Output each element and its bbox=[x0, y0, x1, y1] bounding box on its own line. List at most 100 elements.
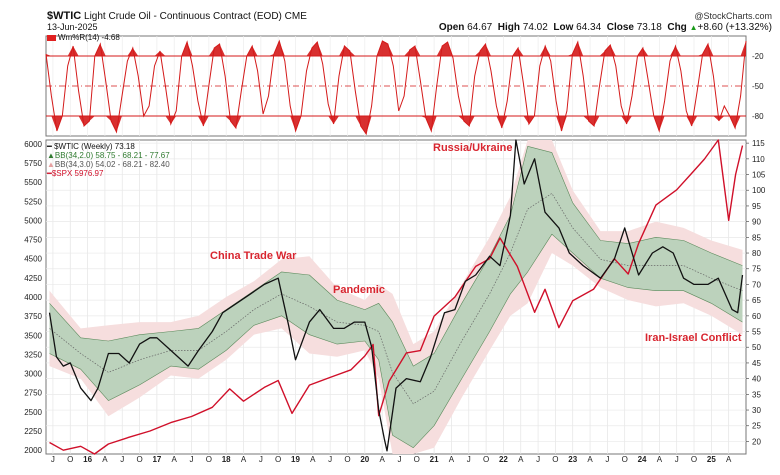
x-tick-label: 18 bbox=[222, 455, 231, 464]
x-tick-label: 23 bbox=[568, 455, 577, 464]
right-axis: 20 25 30 35 40 45 50 55 60 65 70 75 80 85 90 95 100 105 11… bbox=[746, 139, 766, 446]
y-left-tick-label: 2500 bbox=[24, 408, 42, 417]
legend-spx-label: $SPX 5976.97 bbox=[51, 169, 104, 178]
x-tick-label: O bbox=[414, 455, 420, 464]
y-left-tick-label: 3000 bbox=[24, 370, 42, 379]
annotation-china-trade-war: China Trade War bbox=[210, 250, 297, 262]
y-left-tick-label: 6000 bbox=[24, 140, 42, 149]
bb-upper-line bbox=[49, 146, 743, 367]
x-tick-label: O bbox=[136, 455, 142, 464]
chart-legend: ━ $WTIC (Weekly) 73.18 ▲BB(34,2.0) 58.75… bbox=[47, 142, 170, 178]
x-tick-label: 25 bbox=[707, 455, 716, 464]
y-right-tick-label: 25 bbox=[752, 422, 761, 431]
y-right-tick-label: 75 bbox=[752, 265, 761, 274]
x-tick-label: O bbox=[622, 455, 628, 464]
wtic-line bbox=[48, 139, 744, 452]
left-axis: 2000 2250 2500 2750 3000 3250 3500 3750 4000 4250… bbox=[24, 140, 42, 455]
x-tick-label: A bbox=[172, 455, 178, 464]
indicator-tick-label: -20 bbox=[752, 52, 764, 61]
x-tick-label: 19 bbox=[291, 455, 300, 464]
chg-value: +8.60 (+13.32%) bbox=[697, 22, 773, 33]
bb-inner-fill bbox=[49, 146, 743, 448]
y-left-tick-label: 4500 bbox=[24, 255, 42, 264]
y-left-tick-label: 3250 bbox=[24, 350, 42, 359]
y-right-tick-label: 30 bbox=[752, 406, 761, 415]
x-tick-label: O bbox=[552, 455, 558, 464]
legend-wtic: ━ $WTIC (Weekly) 73.18 bbox=[47, 142, 135, 151]
y-right-tick-label: 20 bbox=[752, 437, 761, 446]
x-tick-label: J bbox=[120, 455, 124, 464]
y-right-tick-label: 55 bbox=[752, 328, 761, 337]
y-left-tick-label: 4250 bbox=[24, 274, 42, 283]
x-axis: J O 16 A J O 17 A J O 18 A J O 19 A J O 20 A J O 21 A J O 22 A J O 23 A… bbox=[51, 455, 732, 464]
y-left-tick-label: 5500 bbox=[24, 178, 42, 187]
williams-r-series bbox=[45, 39, 747, 136]
y-left-tick-label: 3500 bbox=[24, 331, 42, 340]
x-tick-label: O bbox=[344, 455, 350, 464]
price-series bbox=[48, 139, 744, 455]
bb1-swatch-icon: ▲ bbox=[47, 151, 55, 160]
x-tick-label: 16 bbox=[83, 455, 92, 464]
open-value: 64.67 bbox=[467, 22, 493, 33]
high-label: High bbox=[497, 22, 520, 33]
x-tick-label: J bbox=[328, 455, 332, 464]
annotation-iran-israel: Iran-Israel Conflict bbox=[645, 332, 742, 344]
x-tick-label: 20 bbox=[360, 455, 369, 464]
y-left-tick-label: 2750 bbox=[24, 389, 42, 398]
close-label: Close bbox=[606, 22, 634, 33]
x-tick-label: A bbox=[379, 455, 385, 464]
indicator-legend: Wm%R(14) -4.68 bbox=[47, 33, 120, 42]
legend-wtic-label: $WTIC (Weekly) 73.18 bbox=[54, 142, 135, 151]
x-tick-label: O bbox=[483, 455, 489, 464]
x-tick-label: O bbox=[206, 455, 212, 464]
y-right-tick-label: 85 bbox=[752, 233, 761, 242]
y-right-tick-label: 100 bbox=[752, 186, 766, 195]
y-right-tick-label: 90 bbox=[752, 218, 761, 227]
x-tick-label: J bbox=[51, 455, 55, 464]
bollinger-inner-band bbox=[49, 146, 743, 448]
x-tick-label: J bbox=[397, 455, 401, 464]
x-tick-label: A bbox=[241, 455, 247, 464]
x-tick-label: A bbox=[587, 455, 593, 464]
x-tick-label: J bbox=[536, 455, 540, 464]
exchange: CME bbox=[284, 11, 307, 22]
high-value: 74.02 bbox=[522, 22, 548, 33]
bb-middle-line bbox=[49, 193, 743, 405]
x-tick-label: A bbox=[518, 455, 524, 464]
x-tick-label: A bbox=[310, 455, 316, 464]
y-right-tick-label: 95 bbox=[752, 202, 761, 211]
y-right-tick-label: 110 bbox=[752, 155, 765, 164]
x-tick-label: J bbox=[259, 455, 263, 464]
x-tick-label: O bbox=[67, 455, 73, 464]
annotation-pandemic: Pandemic bbox=[333, 284, 385, 296]
chg-label: Chg bbox=[667, 22, 687, 33]
ohlc-readout: Open 64.67 High 74.02 Low 64.34 Close 73… bbox=[439, 22, 772, 33]
y-right-tick-label: 35 bbox=[752, 390, 761, 399]
y-right-tick-label: 115 bbox=[752, 139, 765, 148]
y-left-tick-label: 5000 bbox=[24, 216, 42, 225]
legend-bb2: ▲BB(34,3.0) 54.02 - 68.21 - 82.40 bbox=[47, 160, 170, 169]
x-tick-label: J bbox=[467, 455, 471, 464]
low-value: 64.34 bbox=[576, 22, 602, 33]
symbol: $WTIC bbox=[47, 10, 82, 22]
willr-oversold-fill bbox=[46, 116, 746, 134]
open-label: Open bbox=[438, 22, 465, 33]
legend-bb1-label: BB(34,2.0) 58.75 - 68.21 - 77.67 bbox=[54, 151, 170, 160]
y-right-tick-label: 60 bbox=[752, 312, 761, 321]
x-tick-label: A bbox=[726, 455, 732, 464]
legend-spx: ━$SPX 5976.97 bbox=[47, 169, 104, 178]
y-left-tick-label: 3750 bbox=[24, 312, 42, 321]
bb-lower-line bbox=[49, 233, 743, 448]
chart-title: $WTIC Light Crude Oil - Continuous Contr… bbox=[47, 10, 307, 22]
indicator-swatch-icon bbox=[47, 34, 56, 41]
x-tick-label: O bbox=[691, 455, 697, 464]
x-tick-label: 21 bbox=[430, 455, 439, 464]
legend-bb1: ▲BB(34,2.0) 58.75 - 68.21 - 77.67 bbox=[47, 151, 170, 160]
y-right-tick-label: 105 bbox=[752, 171, 766, 180]
x-tick-label: A bbox=[657, 455, 663, 464]
brand-watermark[interactable]: @StockCharts.com bbox=[694, 11, 772, 21]
up-triangle-icon: ▲ bbox=[689, 23, 698, 32]
y-right-tick-label: 70 bbox=[752, 280, 761, 289]
y-left-tick-label: 5750 bbox=[24, 159, 42, 168]
